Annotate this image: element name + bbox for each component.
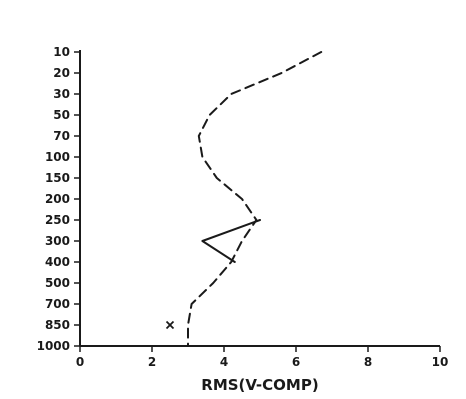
y-tick-label: 400 bbox=[45, 255, 70, 269]
y-tick-label: 300 bbox=[45, 234, 70, 248]
y-tick-label: 20 bbox=[53, 66, 70, 80]
series-group bbox=[165, 51, 323, 347]
y-tick-label: 10 bbox=[53, 45, 70, 59]
y-tick-label: 500 bbox=[45, 276, 70, 290]
x-tick-label: 4 bbox=[220, 355, 228, 369]
dashed-series-line bbox=[187, 51, 323, 347]
y-tick-group: 10 20 30 50 70 100 150 200 250 300 400 500 700 850 100… bbox=[37, 45, 80, 353]
x-tick-label: 2 bbox=[148, 355, 156, 369]
x-tick-label: 0 bbox=[76, 355, 84, 369]
x-tick-label: 8 bbox=[364, 355, 372, 369]
x-axis-title: RMS(V-COMP) bbox=[201, 376, 318, 394]
x-tick-label: 10 bbox=[432, 355, 449, 369]
axes bbox=[79, 50, 440, 347]
y-tick-label: 200 bbox=[45, 192, 70, 206]
y-tick-label: 50 bbox=[53, 108, 70, 122]
y-tick-label: 250 bbox=[45, 213, 70, 227]
y-tick-label: 850 bbox=[45, 318, 70, 332]
y-tick-label: 30 bbox=[53, 87, 70, 101]
y-tick-label: 700 bbox=[45, 297, 70, 311]
x-marker-stroke bbox=[165, 320, 175, 330]
x-marker-point bbox=[165, 320, 175, 330]
solid-series-line bbox=[201, 219, 261, 263]
x-tick-label: 6 bbox=[292, 355, 300, 369]
y-tick-label: 70 bbox=[53, 129, 70, 143]
y-tick-label: 100 bbox=[45, 150, 70, 164]
y-tick-label: 1000 bbox=[37, 339, 70, 353]
x-tick-group: 0 2 4 6 8 10 bbox=[76, 346, 449, 369]
y-tick-label: 150 bbox=[45, 171, 70, 185]
